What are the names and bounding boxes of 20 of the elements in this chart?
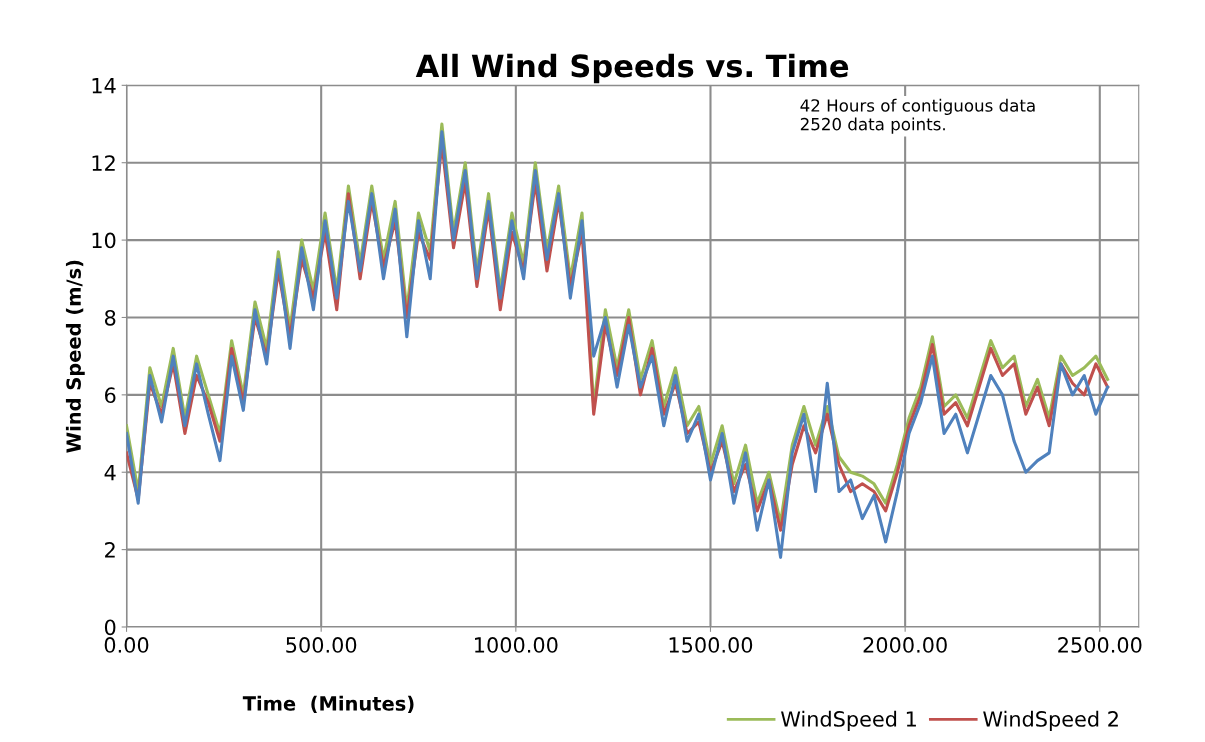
y-axis-title: Wind Speed (m/s): [65, 260, 85, 453]
x-tick-label: 2500.00: [1058, 637, 1142, 653]
y-tick-label: 8: [104, 309, 116, 326]
y-tick-label: 14: [92, 78, 116, 94]
chart-title: All Wind Speeds vs. Time: [415, 53, 849, 84]
y-tick-label: 4: [104, 464, 116, 481]
y-tick-label: 12: [92, 155, 115, 171]
legend-label: WindSpeed 1: [781, 710, 916, 731]
y-tick-label: 2: [105, 542, 115, 558]
y-tick-label: 0: [104, 619, 116, 636]
x-tick-label: 500.00: [286, 637, 357, 653]
x-axis-title: Time (Minutes): [242, 695, 414, 714]
y-tick-label: 6: [105, 387, 116, 404]
annotation: 42 Hours of contiguous data 2520 data points.: [800, 98, 1035, 134]
x-tick-label: 2000.00: [863, 637, 947, 653]
x-tick-label: 1500.00: [669, 637, 753, 653]
x-tick-label: 0.00: [104, 637, 149, 653]
x-tick-label: 1000.00: [475, 637, 558, 653]
y-tick-label: 10: [92, 232, 116, 249]
legend-label: WindSpeed 2: [983, 710, 1118, 731]
